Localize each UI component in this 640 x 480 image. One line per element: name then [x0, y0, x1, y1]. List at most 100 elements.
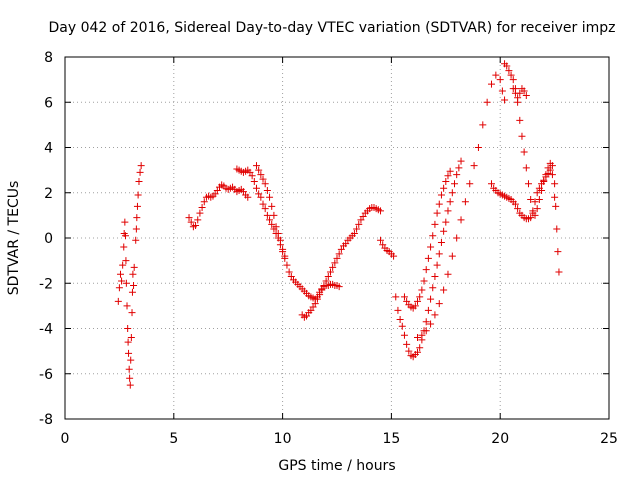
data-point [398, 322, 406, 330]
data-point [135, 177, 143, 185]
data-point [335, 250, 343, 258]
data-point [479, 121, 487, 129]
data-point [511, 200, 519, 208]
data-point [129, 270, 137, 278]
data-point [266, 193, 274, 201]
x-tick-label: 20 [491, 431, 509, 447]
data-point [555, 268, 563, 276]
data-point [130, 263, 138, 271]
data-point [261, 205, 269, 213]
series-trace-j [414, 71, 509, 342]
series-trace-a [114, 218, 138, 389]
data-point [435, 250, 443, 258]
data-point [255, 166, 263, 174]
data-point [322, 277, 330, 285]
data-point [125, 365, 133, 373]
data-point [244, 193, 252, 201]
data-point [115, 284, 123, 292]
data-point [446, 167, 454, 175]
series-trace-g [377, 236, 398, 260]
data-point [187, 218, 195, 226]
data-point [127, 356, 135, 364]
data-point [252, 162, 260, 170]
data-point [126, 374, 134, 382]
y-tick-label: 2 [44, 186, 53, 202]
data-point [318, 286, 326, 294]
data-point [424, 254, 432, 262]
data-point [396, 315, 404, 323]
data-point [451, 180, 459, 188]
data-point [257, 193, 265, 201]
data-point [431, 311, 439, 319]
x-tick-label: 0 [61, 431, 70, 447]
data-point [134, 191, 142, 199]
data-point [466, 180, 474, 188]
data-point [546, 166, 554, 174]
data-point [118, 277, 126, 285]
data-point [252, 184, 260, 192]
y-tick-label: -2 [39, 276, 53, 292]
data-point [192, 222, 200, 230]
data-point [444, 270, 452, 278]
data-point [121, 232, 129, 240]
data-point [279, 245, 287, 253]
data-point [498, 87, 506, 95]
data-point [531, 211, 539, 219]
y-tick-label: -4 [39, 322, 53, 338]
data-point [136, 168, 144, 176]
data-point [418, 331, 426, 339]
data-point [535, 196, 543, 204]
data-point [529, 207, 537, 215]
data-point [313, 295, 321, 303]
data-point [405, 347, 413, 355]
grid [65, 57, 609, 419]
data-point [124, 338, 132, 346]
data-point [198, 203, 206, 211]
data-point [355, 220, 363, 228]
data-point [442, 218, 450, 226]
data-point [274, 229, 282, 237]
data-point [437, 239, 445, 247]
data-point [124, 325, 132, 332]
data-point [422, 318, 430, 326]
data-point [437, 191, 445, 199]
data-point [416, 293, 424, 301]
data-point [474, 144, 482, 151]
data-point [400, 293, 408, 301]
data-point [133, 202, 141, 210]
data-point [524, 180, 532, 188]
data-point [522, 91, 530, 99]
data-point [126, 381, 134, 389]
x-axis-label: GPS time / hours [278, 458, 395, 474]
data-point [128, 309, 136, 317]
data-point [335, 283, 343, 291]
data-point [283, 261, 291, 269]
data-point [127, 334, 135, 342]
data-point [455, 164, 463, 172]
data-point [501, 96, 509, 104]
data-point [272, 223, 280, 231]
data-point [527, 196, 535, 204]
data-point [276, 236, 284, 244]
data-point [442, 177, 450, 185]
data-point [194, 216, 202, 224]
data-point [400, 331, 408, 339]
data-point [427, 243, 435, 251]
y-tick-label: 6 [44, 95, 53, 111]
data-point [431, 220, 439, 228]
data-point [125, 349, 133, 357]
data-point [535, 184, 543, 192]
data-point [416, 344, 424, 352]
data-point [350, 229, 358, 237]
data-point [268, 202, 276, 210]
data-point [200, 198, 208, 206]
data-point [281, 252, 289, 260]
data-point [266, 216, 274, 224]
data-point [263, 186, 271, 194]
series-trace-b [132, 162, 145, 244]
data-point [377, 207, 385, 215]
series-trace-l [487, 162, 563, 276]
data-point [444, 207, 452, 215]
data-point [121, 218, 129, 226]
series-trace-e [252, 162, 289, 260]
